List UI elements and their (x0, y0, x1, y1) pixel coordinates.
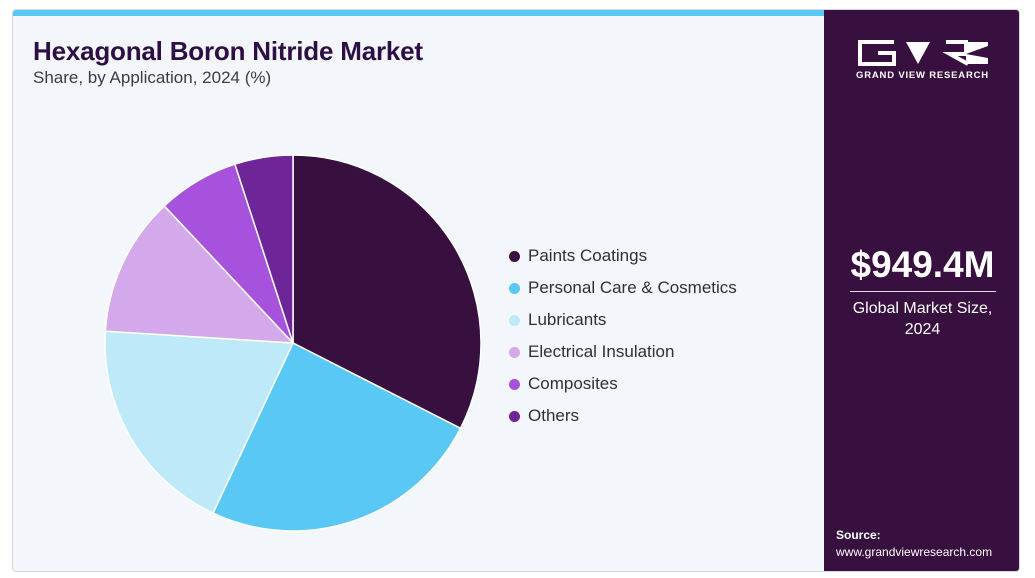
source-title: Source: (836, 528, 881, 542)
pie-slice-electrical-insulation (104, 204, 295, 344)
legend-item: Paints Coatings (509, 240, 737, 272)
pie-chart (104, 154, 482, 532)
legend-swatch (509, 346, 520, 358)
divider (850, 291, 996, 292)
pie-slice-lubricants (104, 330, 295, 515)
legend-swatch (509, 282, 520, 294)
legend-item: Composites (509, 368, 737, 400)
legend-swatch (509, 314, 520, 326)
pie-slice-others (233, 154, 294, 344)
chart-panel: Hexagonal Boron Nitride Market Share, by… (13, 10, 824, 571)
legend-label: Paints Coatings (528, 246, 648, 265)
legend-item: Others (509, 400, 737, 432)
legend-label: Electrical Insulation (528, 342, 675, 361)
gvr-logo-icon (858, 40, 988, 66)
legend-label: Others (528, 406, 580, 425)
legend-label: Lubricants (528, 310, 607, 329)
market-size-label: Global Market Size, 2024 (824, 298, 1019, 340)
pie-slice-paints-coatings (292, 154, 482, 430)
legend-item: Personal Care & Cosmetics (509, 272, 737, 304)
chart-legend: Paints Coatings Personal Care & Cosmetics… (509, 240, 737, 432)
pie-slice-personal-care-cosmetics (211, 341, 462, 532)
chart-subtitle: Share, by Application, 2024 (%) (33, 68, 272, 87)
info-sidebar: GRAND VIEW RESEARCH $949.4M Global Marke… (824, 10, 1019, 571)
legend-swatch (509, 250, 520, 262)
chart-frame: Hexagonal Boron Nitride Market Share, by… (12, 9, 1020, 572)
market-size-label-line2: 2024 (904, 321, 941, 338)
legend-label: Personal Care & Cosmetics (528, 278, 737, 297)
legend-item: Lubricants (509, 304, 737, 336)
source-link[interactable]: www.grandviewresearch.com (836, 545, 993, 559)
chart-title: Hexagonal Boron Nitride Market (33, 36, 423, 66)
market-size-label-line1: Global Market Size, (852, 300, 993, 317)
legend-swatch (509, 410, 520, 422)
legend-item: Electrical Insulation (509, 336, 737, 368)
legend-swatch (509, 378, 520, 390)
legend-label: Composites (528, 374, 618, 393)
brand-name: GRAND VIEW RESEARCH (856, 70, 989, 81)
market-size-value: $949.4M (850, 244, 995, 285)
accent-bar (13, 10, 824, 16)
